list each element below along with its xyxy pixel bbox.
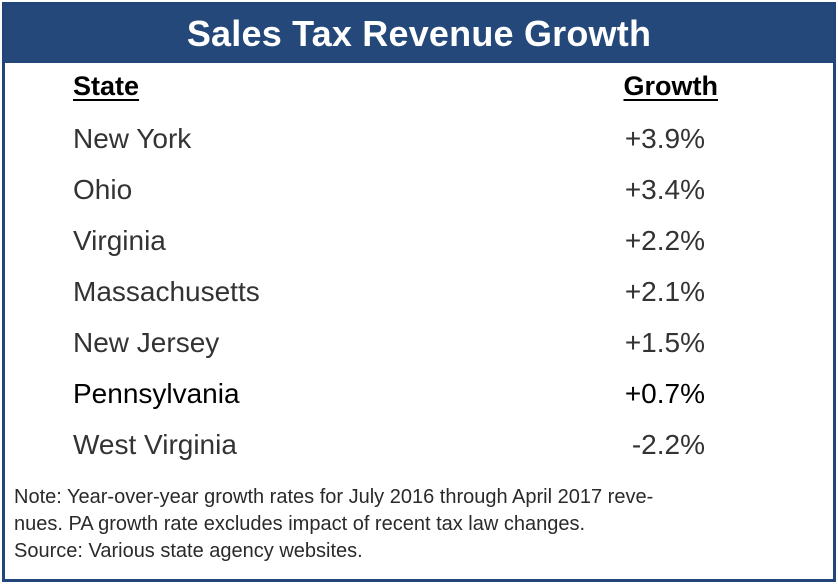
state-cell: New Jersey xyxy=(73,327,220,358)
growth-cell: -2.2% xyxy=(631,429,705,460)
table-row: New York +3.9% xyxy=(5,113,833,164)
note-line-2: nues. PA growth rate excludes impact of … xyxy=(14,513,586,535)
state-cell: West Virginia xyxy=(73,429,237,460)
state-cell: Pennsylvania xyxy=(73,378,240,409)
table-body: New York +3.9% Ohio +3.4% Virginia +2.2%… xyxy=(5,113,833,470)
state-cell: Virginia xyxy=(73,225,166,256)
table-row: Massachusetts +2.1% xyxy=(5,266,833,317)
growth-cell: +0.7% xyxy=(624,378,705,409)
table-row-highlighted: Pennsylvania +0.7% xyxy=(5,368,833,419)
growth-cell: +3.4% xyxy=(624,174,705,205)
growth-cell: +2.2% xyxy=(624,225,705,256)
growth-cell: +2.1% xyxy=(624,276,705,307)
state-cell: New York xyxy=(73,123,192,154)
title-bar: Sales Tax Revenue Growth xyxy=(5,5,833,63)
state-column-header: State xyxy=(73,71,140,101)
state-cell: Ohio xyxy=(73,174,133,205)
table-row: Virginia +2.2% xyxy=(5,215,833,266)
growth-cell: +1.5% xyxy=(624,327,705,358)
table-row: Ohio +3.4% xyxy=(5,164,833,215)
growth-column-header: Growth xyxy=(623,71,719,101)
source-note: Source: Various state agency websites. xyxy=(14,540,363,562)
table-row: New Jersey +1.5% xyxy=(5,317,833,368)
note-line-1: Note: Year-over-year growth rates for Ju… xyxy=(14,486,654,508)
growth-cell: +3.9% xyxy=(624,123,705,154)
footnote: Note: Year-over-year growth rates for Ju… xyxy=(14,484,826,565)
table-title: Sales Tax Revenue Growth xyxy=(186,13,652,54)
state-cell: Massachusetts xyxy=(73,276,260,307)
table-row: West Virginia -2.2% xyxy=(5,419,833,470)
